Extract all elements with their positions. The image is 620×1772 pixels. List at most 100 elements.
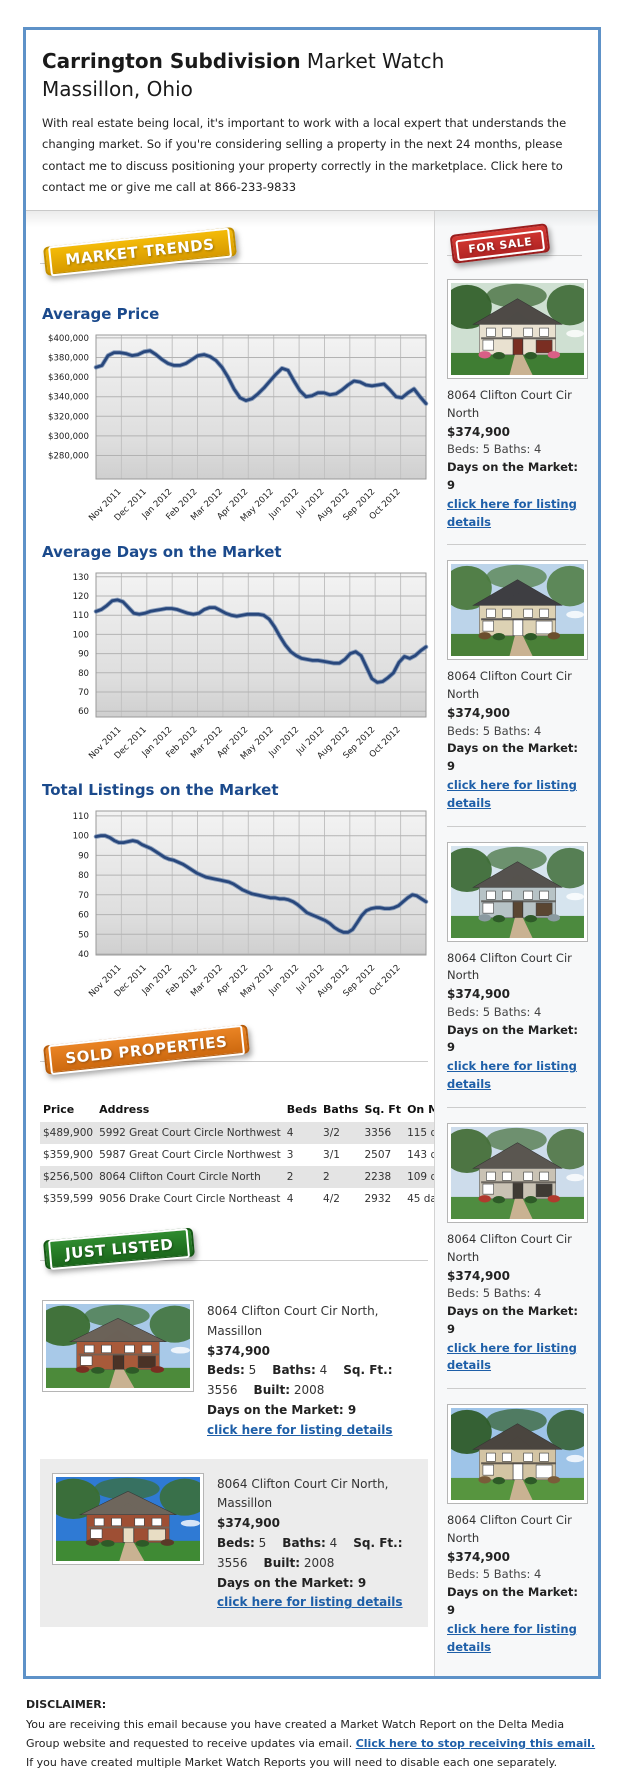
svg-text:100: 100	[73, 630, 89, 640]
days-on-market: Days on the Market: 9	[447, 1585, 578, 1618]
listing-photo[interactable]	[447, 1404, 588, 1505]
cell-price: $359,900	[43, 1149, 94, 1162]
listing-address: 8064 Clifton Court Cir North	[447, 669, 572, 702]
divider	[447, 1106, 586, 1108]
listing-beds-baths: Beds: 5 Baths: 4	[447, 1567, 542, 1582]
listing-photo[interactable]	[447, 279, 588, 380]
listing-details-link[interactable]: click here for listing details	[447, 496, 577, 529]
cell-sqft: 2932	[364, 1193, 392, 1206]
days-on-market: Days on the Market: 9	[447, 1303, 578, 1336]
cell-baths: 4/2	[323, 1193, 340, 1206]
divider	[447, 544, 586, 546]
intro-paragraph: With real estate being local, it's impor…	[42, 116, 567, 194]
page-title: Carrington Subdivision Market Watch Mass…	[42, 47, 582, 103]
newsletter-container: Carrington Subdivision Market Watch Mass…	[23, 27, 601, 1680]
cell-beds: 2	[286, 1171, 294, 1184]
built-label: Built:	[263, 1555, 300, 1570]
beds-label: Beds:	[217, 1536, 255, 1551]
listing-details-link[interactable]: click here for listing details	[447, 1621, 577, 1654]
baths-value: 4	[319, 1363, 328, 1378]
listing-photo[interactable]	[42, 1300, 194, 1393]
just-listed-item: 8064 Clifton Court Cir North, Massillon …	[42, 1300, 428, 1441]
cell-address: 5992 Great Court Circle Northwest	[99, 1127, 281, 1140]
beds-value: 5	[258, 1536, 267, 1551]
just-listed-badge-label: JUST LISTED	[48, 1227, 191, 1271]
cell-baths: 3/1	[323, 1149, 340, 1162]
svg-text:100: 100	[73, 832, 89, 842]
days-on-market: Days on the Market: 9	[447, 460, 578, 492]
listing-details-link[interactable]: click here for listing details	[217, 1595, 403, 1610]
listing-address: 8064 Clifton Court Cir North, Massillon	[217, 1476, 389, 1511]
svg-text:$280,000: $280,000	[48, 452, 89, 462]
sold-properties-badge: SOLD PROPERTIES	[43, 1024, 250, 1076]
listing-specs: Beds: 5 Baths: 4 Sq. Ft.: 3556 Built: 2008	[217, 1534, 416, 1574]
table-row: $359,599 9056 Drake Court Circle Northea…	[40, 1188, 543, 1210]
market-trends-badge-label: MARKET TRENDS	[47, 227, 232, 277]
content-row: MARKET TRENDS Average Price $400,000 $380…	[26, 210, 598, 1677]
listing-address: 8064 Clifton Court Cir North	[447, 388, 572, 420]
average-days-heading: Average Days on the Market	[42, 543, 282, 562]
cell-beds: 4	[286, 1127, 294, 1140]
svg-text:60: 60	[78, 707, 89, 717]
listing-beds-baths: Beds: 5 Baths: 4	[447, 1286, 542, 1301]
sold-properties-badge-row: SOLD PROPERTIES	[40, 1024, 434, 1087]
listing-details-link[interactable]: click here for listing details	[447, 778, 577, 810]
listing-price: $374,900	[217, 1516, 281, 1531]
cell-sqft: 2238	[364, 1171, 392, 1184]
svg-text:110: 110	[73, 611, 89, 621]
svg-text:$340,000: $340,000	[48, 393, 89, 403]
svg-text:$380,000: $380,000	[48, 354, 89, 364]
unsubscribe-link[interactable]: Click here to stop receiving this email.	[355, 1736, 596, 1750]
listing-photo[interactable]	[447, 1122, 588, 1223]
divider	[447, 1388, 586, 1390]
beds-value: 5	[248, 1363, 257, 1378]
baths-value: 4	[329, 1536, 338, 1551]
listing-specs: Beds: 5 Baths: 4 Sq. Ft.: 3556 Built: 2008	[207, 1361, 428, 1401]
listing-photo[interactable]	[447, 841, 588, 942]
days-on-market: Days on the Market: 9	[207, 1403, 357, 1418]
cell-address: 8064 Clifton Court Circle North	[99, 1171, 261, 1184]
col-beds: Beds	[286, 1103, 318, 1117]
listing-beds-baths: Beds: 5 Baths: 4	[447, 1004, 542, 1019]
listing-address: 8064 Clifton Court Cir North	[447, 1231, 572, 1264]
listing-details-link[interactable]: click here for listing details	[447, 1340, 577, 1373]
average-price-heading: Average Price	[42, 305, 160, 324]
svg-text:70: 70	[78, 891, 89, 901]
listing-beds-baths: Beds: 5 Baths: 4	[447, 442, 542, 457]
svg-text:$320,000: $320,000	[48, 412, 89, 422]
cell-sqft: 2507	[364, 1149, 392, 1162]
listing-details-link[interactable]: click here for listing details	[207, 1422, 393, 1437]
listing-price: $374,900	[207, 1343, 271, 1358]
just-listed-badge: JUST LISTED	[43, 1227, 196, 1271]
title-suffix: Market Watch	[300, 49, 445, 73]
market-trends-badge: MARKET TRENDS	[43, 227, 237, 277]
listing-photo[interactable]	[52, 1472, 204, 1565]
sold-properties-badge-label: SOLD PROPERTIES	[48, 1024, 245, 1076]
beds-label: Beds:	[207, 1363, 245, 1378]
listing-address: 8064 Clifton Court Cir North, Massillon	[207, 1304, 379, 1338]
divider	[447, 825, 586, 827]
title-subdivision: Carrington Subdivision	[42, 49, 301, 73]
total-listings-heading: Total Listings on the Market	[42, 781, 279, 800]
svg-text:110: 110	[73, 812, 89, 822]
days-on-market: Days on the Market: 9	[217, 1575, 367, 1590]
sidebar-listing: 8064 Clifton Court Cir North $374,900 Be…	[447, 1122, 588, 1390]
days-on-market: Days on the Market: 9	[447, 1022, 578, 1055]
disclaimer-text-2: If you have created multiple Market Watc…	[26, 1756, 558, 1770]
cell-baths: 3/2	[323, 1127, 340, 1140]
col-baths: Baths	[323, 1103, 359, 1117]
cell-sqft: 3356	[364, 1127, 392, 1140]
just-listed-item: 8064 Clifton Court Cir North, Massillon …	[40, 1458, 428, 1628]
sidebar-listing: 8064 Clifton Court Cir North $374,900 Be…	[447, 841, 588, 1108]
sqft-label: Sq. Ft.:	[343, 1363, 393, 1378]
svg-text:80: 80	[78, 871, 89, 881]
listing-price: $374,900	[447, 1549, 511, 1564]
baths-label: Baths:	[282, 1536, 326, 1551]
disclaimer-heading: DISCLAIMER:	[26, 1698, 107, 1712]
cell-beds: 4	[286, 1193, 294, 1206]
svg-text:50: 50	[78, 930, 89, 940]
sidebar-listing: 8064 Clifton Court Cir North $374,900 Be…	[447, 560, 588, 827]
listing-details-link[interactable]: click here for listing details	[447, 1059, 577, 1092]
sidebar-listing: 8064 Clifton Court Cir North $374,900 Be…	[447, 1404, 588, 1656]
listing-photo[interactable]	[447, 560, 588, 661]
